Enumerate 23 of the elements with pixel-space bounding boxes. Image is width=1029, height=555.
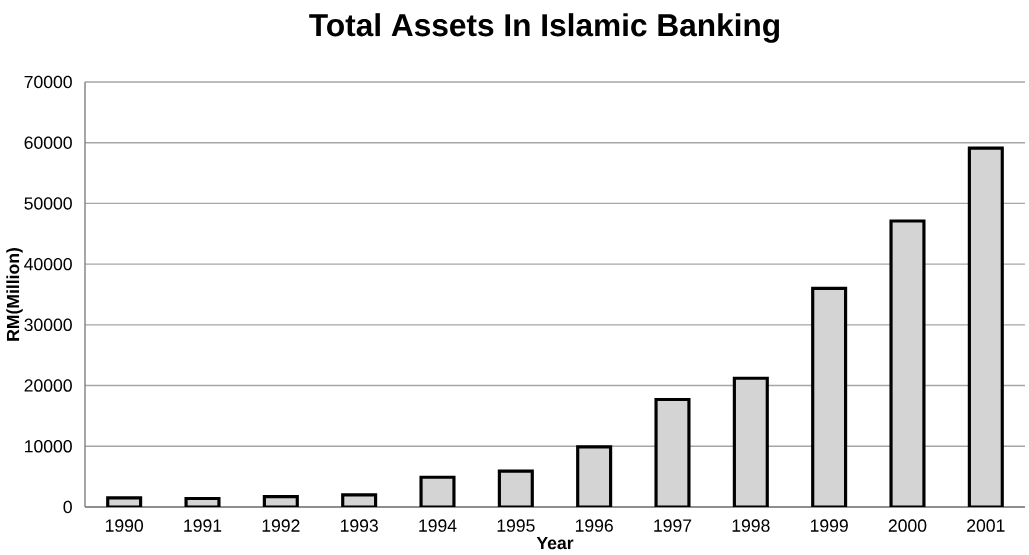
- y-tick-label: 10000: [25, 440, 72, 453]
- x-tick-label: 1994: [419, 519, 457, 532]
- x-tick-label: 1991: [184, 519, 222, 532]
- chart-title: Total Assets In Islamic Banking: [309, 13, 779, 43]
- x-tick-label: 1999: [810, 519, 848, 532]
- x-tick-label: 2001: [967, 519, 1005, 532]
- y-tick-label: 70000: [24, 75, 72, 89]
- x-axis-title: Year: [536, 537, 574, 550]
- y-tick-label: 30000: [24, 318, 72, 332]
- y-tick-label: 50000: [24, 197, 72, 210]
- y-tick-label: 60000: [24, 136, 72, 149]
- x-tick-label: 1998: [732, 519, 770, 532]
- x-tick-label: 2000: [888, 519, 927, 532]
- x-tick-label: 1997: [654, 519, 692, 532]
- y-tick-label: 0: [63, 500, 72, 514]
- y-tick-label: 40000: [24, 257, 72, 271]
- x-tick-label: 1993: [340, 519, 378, 532]
- x-tick-label: 1992: [262, 519, 300, 532]
- x-tick-label: 1990: [105, 519, 144, 532]
- x-tick-label: 1996: [575, 519, 613, 532]
- y-tick-label: 20000: [24, 379, 72, 392]
- x-tick-label: 1995: [497, 519, 535, 532]
- y-axis-title: RM(Million): [6, 248, 23, 341]
